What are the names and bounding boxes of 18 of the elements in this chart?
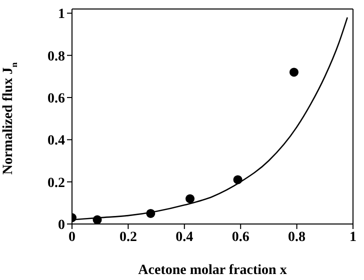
point	[186, 194, 195, 204]
x-tick-label: 0	[68, 230, 76, 245]
point	[233, 175, 242, 184]
point	[289, 68, 299, 77]
x-axis-title: Acetone molar fraction x	[138, 263, 287, 278]
x-tick-label: 0.8	[288, 230, 306, 245]
point	[146, 208, 156, 218]
y-tick-label: 0.4	[48, 134, 65, 149]
y-tick-label: 0	[58, 218, 65, 233]
point	[92, 215, 102, 224]
y-tick-label: 0.8	[48, 49, 65, 64]
x-tick-label: 1	[350, 230, 356, 245]
y-tick-label: 0.2	[48, 176, 65, 191]
x-tick-label: 0.4	[176, 230, 194, 245]
x-tick-label: 0.6	[232, 230, 250, 245]
y-tick-label: 1	[58, 7, 65, 22]
y-tick-label: 0.6	[48, 92, 65, 106]
x-tick-label: 0.2	[119, 230, 137, 245]
